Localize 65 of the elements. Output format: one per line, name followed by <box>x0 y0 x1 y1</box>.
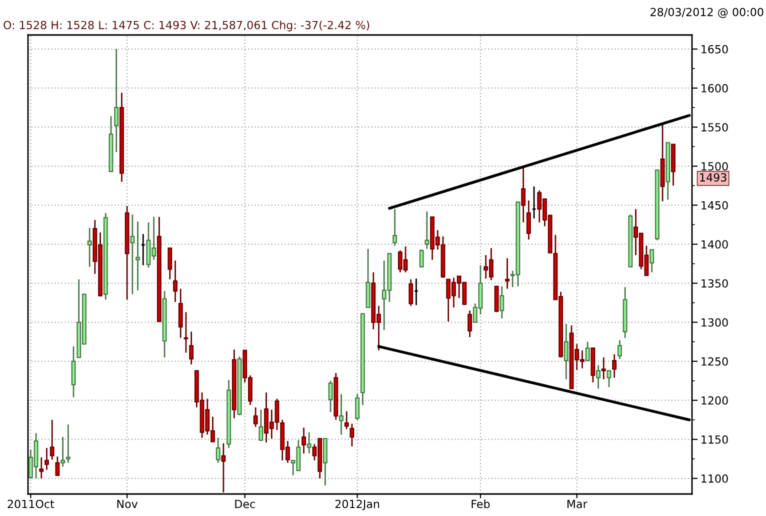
y-tick-label: 1200 <box>702 396 728 405</box>
candlestick <box>424 210 430 250</box>
x-tick-label: 2011Oct <box>8 500 54 508</box>
candlestick <box>532 186 536 220</box>
x-tick-label: Feb <box>472 500 490 508</box>
text: 1493 <box>700 173 726 182</box>
candlestick <box>526 200 531 240</box>
candlestick <box>612 354 617 378</box>
candlestick <box>596 364 601 390</box>
candlestick <box>392 208 398 246</box>
candlestick <box>60 436 66 468</box>
y-tick-label: 1150 <box>702 435 728 444</box>
candlestick <box>178 288 183 339</box>
candlestick <box>564 323 568 380</box>
y-tick-label: 1650 <box>702 45 728 54</box>
candlestick <box>521 167 526 224</box>
candlestick <box>650 248 654 273</box>
y-tick-label: 1300 <box>702 318 728 327</box>
candlestick <box>302 426 306 454</box>
candlestick <box>355 393 360 421</box>
candlestick <box>114 48 119 153</box>
y-tick-label: 1400 <box>702 240 728 249</box>
y-tick-label: 1450 <box>702 201 728 210</box>
candlestick <box>606 370 612 388</box>
candlestick <box>617 340 622 360</box>
candlestick <box>50 419 54 460</box>
candlestick <box>136 220 140 291</box>
candlestick <box>339 393 344 436</box>
candlestick <box>505 258 510 290</box>
chart-subtitle: O: 1528 H: 1528 L: 1475 C: 1493 V: 21,587,061 Chg: -37(-2.42 %) <box>4 20 370 32</box>
candlestick <box>66 424 70 464</box>
candlestick <box>344 410 349 430</box>
candlestick <box>39 456 44 480</box>
x-tick-label: Nov <box>117 500 138 508</box>
candlestick <box>168 247 172 280</box>
candlestick <box>328 380 333 413</box>
y-tick-label: 1350 <box>702 279 728 288</box>
x-tick-label: 2012Jan <box>335 500 380 510</box>
candlestick <box>468 310 472 338</box>
candlestick <box>55 456 60 477</box>
candlestick <box>173 260 178 303</box>
y-tick-label: 1500 <box>702 162 728 171</box>
candlestick <box>71 346 76 398</box>
candlestick <box>44 447 49 470</box>
candlestick <box>306 432 312 454</box>
candlestick <box>408 278 414 307</box>
candlestick <box>253 406 258 428</box>
y-tick-label: 1250 <box>702 357 728 366</box>
y-tick-label: 1550 <box>702 123 728 132</box>
candlestick <box>601 356 606 380</box>
candlestick <box>216 437 220 464</box>
y-tick-label: 1100 <box>702 474 728 483</box>
candlestick <box>419 248 424 268</box>
text: 28/03/2012 @ 00:00 <box>650 8 764 18</box>
candlestick <box>585 341 590 362</box>
candlestick <box>500 286 504 320</box>
candlestick <box>350 423 354 448</box>
candlestick <box>189 330 194 366</box>
x-tick-label: Dec <box>235 500 255 508</box>
y-tick-label: 1600 <box>702 84 728 92</box>
candlestick <box>87 227 92 268</box>
candlestick <box>130 214 135 295</box>
candlestick <box>258 409 264 442</box>
candlestick <box>221 442 226 494</box>
x-tick-label: Mar <box>567 500 588 508</box>
